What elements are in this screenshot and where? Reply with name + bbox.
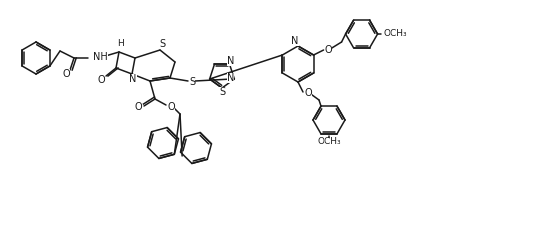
Text: O: O [97, 75, 105, 85]
Text: N: N [227, 73, 234, 83]
Text: O: O [325, 45, 332, 55]
Text: S: S [189, 77, 195, 87]
Text: S: S [219, 87, 225, 97]
Text: NH: NH [93, 52, 108, 62]
Text: OCH₃: OCH₃ [384, 30, 407, 38]
Text: O: O [62, 69, 70, 79]
Text: N: N [227, 56, 234, 67]
Text: N: N [291, 36, 299, 46]
Text: O: O [304, 88, 312, 98]
Text: OCH₃: OCH₃ [317, 138, 341, 147]
Text: O: O [134, 102, 142, 112]
Text: S: S [159, 39, 165, 49]
Text: H: H [118, 39, 125, 49]
Text: N: N [130, 74, 137, 84]
Text: O: O [167, 102, 175, 112]
